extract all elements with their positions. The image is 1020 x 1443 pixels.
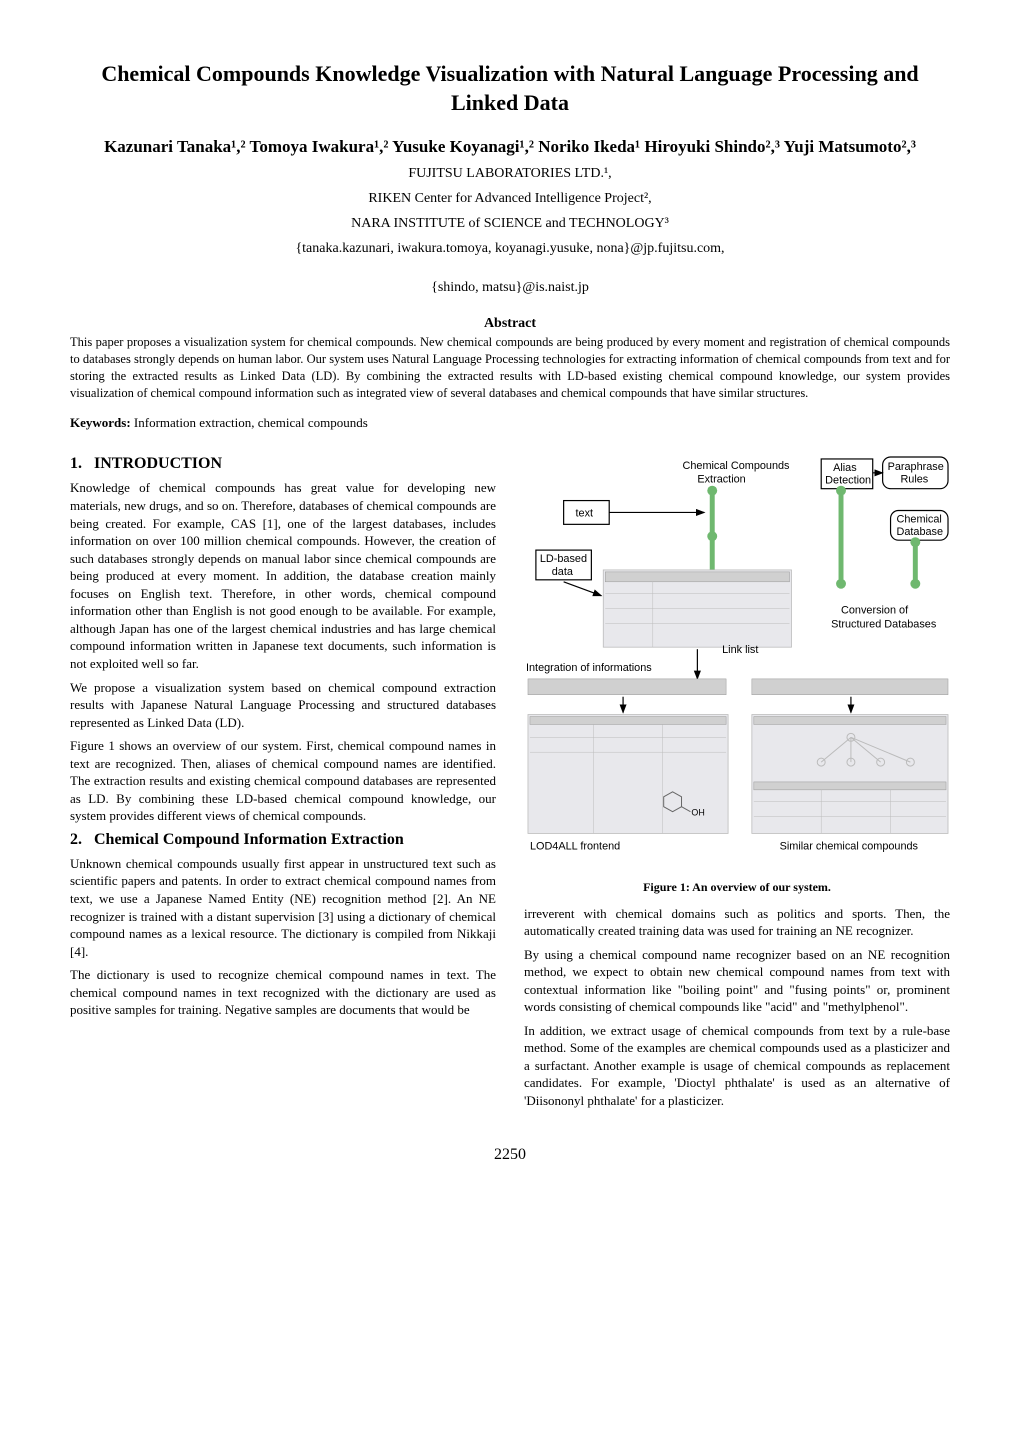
fig-green-ball-4: [836, 486, 846, 496]
fig-label-conv-2: Structured Databases: [831, 619, 937, 631]
fig-green-ball-6: [910, 538, 920, 548]
fig-thumbnail-similar: [752, 715, 948, 834]
s1-para-1: Knowledge of chemical compounds has grea…: [70, 479, 496, 672]
fig-label-alias-1: Alias: [833, 462, 857, 474]
emails-2: {shindo, matsu}@is.naist.jp: [70, 277, 950, 298]
fig-label-paraphrase-2: Rules: [900, 474, 928, 486]
s2-para-5: In addition, we extract usage of chemica…: [524, 1022, 950, 1110]
section-1-num: 1.: [70, 455, 82, 473]
fig-green-ball-7: [910, 579, 920, 589]
keywords-value: Information extraction, chemical compoun…: [131, 415, 368, 430]
fig-green-ball-2: [707, 532, 717, 542]
affiliation-2: RIKEN Center for Advanced Intelligence P…: [70, 188, 950, 209]
s2-para-4: By using a chemical compound name recogn…: [524, 946, 950, 1016]
emails-1: {tanaka.kazunari, iwakura.tomoya, koyana…: [70, 238, 950, 259]
section-1-title: INTRODUCTION: [94, 455, 222, 472]
section-2-heading: 2. Chemical Compound Information Extracti…: [70, 831, 496, 849]
fig-arrow-ld-to-thumb: [564, 582, 602, 596]
paper-title: Chemical Compounds Knowledge Visualizati…: [70, 60, 950, 117]
figure-1: Chemical Compounds Extraction Alias Dete…: [524, 455, 950, 894]
fig-green-ball-5: [836, 579, 846, 589]
fig-label-alias-2: Detection: [825, 475, 871, 487]
fig-label-lod: LOD4ALL frontend: [530, 841, 620, 853]
section-2-title: Chemical Compound Information Extraction: [94, 831, 404, 848]
figure-1-svg: Chemical Compounds Extraction Alias Dete…: [524, 455, 950, 871]
authors-line: Kazunari Tanaka¹,² Tomoya Iwakura¹,² Yus…: [70, 135, 950, 159]
page-number: 2250: [70, 1146, 950, 1164]
left-column: 1. INTRODUCTION Knowledge of chemical com…: [70, 449, 496, 1115]
s1-para-2: We propose a visualization system based …: [70, 679, 496, 732]
right-column: Chemical Compounds Extraction Alias Dete…: [524, 449, 950, 1115]
s2-para-1: Unknown chemical compounds usually first…: [70, 855, 496, 960]
abstract-header: Abstract: [70, 316, 950, 332]
fig-bar-left: [528, 679, 726, 695]
fig-label-text: text: [576, 508, 594, 520]
fig-thumb-sim-bar: [754, 717, 946, 725]
fig-thumb-lod-bar: [530, 717, 726, 725]
affiliation-3: NARA INSTITUTE of SCIENCE and TECHNOLOGY…: [70, 213, 950, 234]
fig-thumb-mid-bar: [605, 572, 789, 582]
s1-para-3: Figure 1 shows an overview of our system…: [70, 737, 496, 825]
fig-label-linklist: Link list: [722, 645, 758, 657]
fig-label-conv-1: Conversion of: [841, 605, 909, 617]
fig-label-chem-ext-1: Chemical Compounds: [683, 460, 791, 472]
affiliation-1: FUJITSU LABORATORIES LTD.¹,: [70, 163, 950, 184]
fig-thumb-sim-bar-2: [754, 782, 946, 790]
s2-para-3: irreverent with chemical domains such as…: [524, 905, 950, 940]
fig-bar-right: [752, 679, 948, 695]
fig-label-chem-ext-2: Extraction: [697, 474, 745, 486]
fig-label-similar: Similar chemical compounds: [780, 841, 919, 853]
fig-label-ldbased-2: data: [552, 566, 574, 578]
figure-1-caption: Figure 1: An overview of our system.: [524, 880, 950, 895]
keywords-label: Keywords:: [70, 415, 131, 430]
fig-label-chem-db-2: Database: [896, 527, 943, 539]
section-1-heading: 1. INTRODUCTION: [70, 455, 496, 473]
fig-green-ball-1: [707, 486, 717, 496]
keywords-line: Keywords: Information extraction, chemic…: [70, 415, 950, 431]
abstract-text: This paper proposes a visualization syst…: [70, 334, 950, 402]
fig-label-integ: Integration of informations: [526, 662, 652, 674]
svg-text:OH: OH: [691, 808, 704, 818]
fig-label-ldbased-1: LD-based: [540, 553, 587, 565]
s2-para-2: The dictionary is used to recognize chem…: [70, 966, 496, 1019]
fig-label-chem-db-1: Chemical: [896, 514, 941, 526]
two-column-layout: 1. INTRODUCTION Knowledge of chemical com…: [70, 449, 950, 1115]
fig-label-paraphrase-1: Paraphrase: [888, 461, 944, 473]
section-2-num: 2.: [70, 831, 82, 849]
